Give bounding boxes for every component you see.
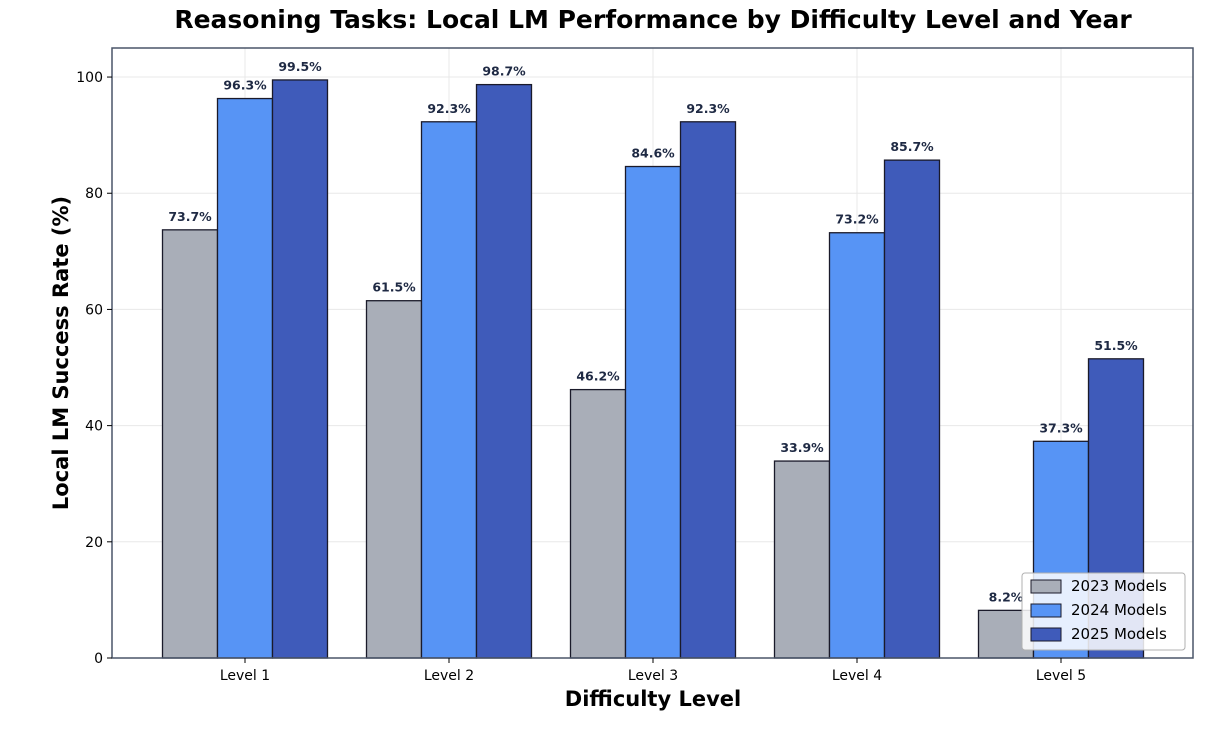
legend-box — [1021, 572, 1186, 651]
legend-label: 2023 Models — [1071, 577, 1167, 595]
data-label: 92.3% — [686, 101, 730, 116]
legend-swatch-2024 — [1030, 603, 1062, 618]
legend-swatch-2025 — [1030, 627, 1062, 642]
data-label: 96.3% — [223, 78, 267, 93]
bar-2025-level-1 — [271, 79, 329, 659]
bar-2024-level-3 — [624, 165, 682, 659]
y-tick-label: 60 — [85, 302, 103, 318]
data-label: 98.7% — [482, 64, 526, 79]
bar-2023-level-1 — [161, 229, 219, 659]
bar-2025-level-3 — [679, 121, 737, 659]
bar-2023-level-4 — [773, 460, 831, 659]
x-tick-label: Level 1 — [220, 668, 270, 684]
legend: 2023 Models 2024 Models 2025 Models — [1021, 572, 1186, 651]
bar-2025-level-4 — [883, 159, 941, 659]
data-label: 8.2% — [989, 589, 1024, 604]
bar-2025-level-2 — [475, 83, 533, 659]
chart-title: Reasoning Tasks: Local LM Performance by… — [174, 5, 1132, 34]
bar-2023-level-3 — [569, 388, 627, 659]
data-label: 46.2% — [576, 369, 620, 384]
legend-swatch-2023 — [1030, 579, 1062, 594]
data-label: 84.6% — [631, 146, 675, 161]
data-label: 99.5% — [278, 59, 322, 74]
y-tick-label: 20 — [85, 535, 103, 551]
bar-2024-level-4 — [828, 232, 886, 659]
y-tick-label: 100 — [76, 70, 103, 86]
bar-2023-level-2 — [365, 300, 423, 659]
bar-2024-level-2 — [420, 121, 478, 659]
y-tick-label: 80 — [85, 186, 103, 202]
legend-label: 2025 Models — [1071, 625, 1167, 643]
data-label: 85.7% — [890, 139, 934, 154]
y-tick-label: 0 — [94, 651, 103, 667]
x-tick-label: Level 2 — [424, 668, 474, 684]
data-label: 73.2% — [835, 212, 879, 227]
data-label: 51.5% — [1094, 338, 1138, 353]
data-label: 92.3% — [427, 101, 471, 116]
x-tick-label: Level 5 — [1036, 668, 1086, 684]
legend-label: 2024 Models — [1071, 601, 1167, 619]
y-axis-title: Local LM Success Rate (%) — [49, 196, 73, 510]
y-tick-label: 40 — [85, 419, 103, 435]
plot-area: 73.7% 61.5% 46.2% 33.9% 8.2% 96.3% 92.3% 84.6% 7… — [76, 47, 1194, 684]
data-label: 61.5% — [372, 280, 416, 295]
data-label: 37.3% — [1039, 420, 1083, 435]
x-tick-label: Level 3 — [628, 668, 678, 684]
data-label: 33.9% — [780, 440, 824, 455]
bar-2024-level-1 — [216, 97, 274, 659]
data-label: 73.7% — [168, 209, 212, 224]
x-axis-title: Difficulty Level — [565, 687, 741, 711]
x-tick-label: Level 4 — [832, 668, 882, 684]
